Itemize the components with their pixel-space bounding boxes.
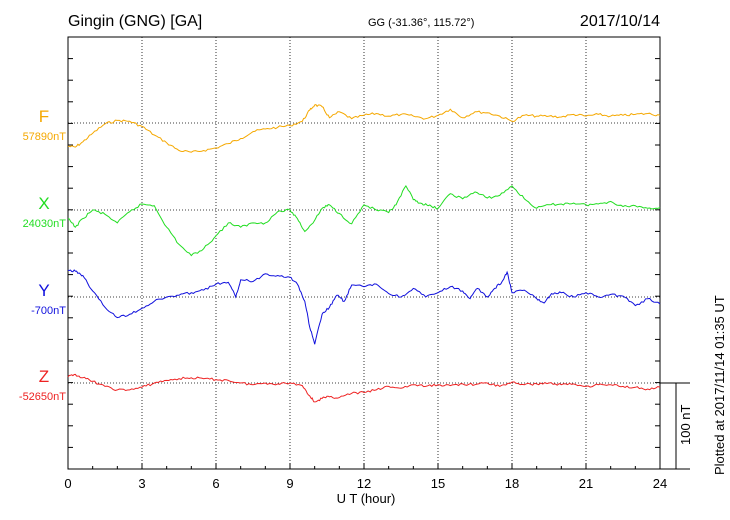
scale-bar: 100 nT [660,382,693,470]
x-tick-label: 3 [138,476,145,491]
grid-lines [68,37,660,469]
series-line-f [67,104,661,153]
axis-ticks: 0 3 6 9 12 15 18 21 24 [64,58,667,491]
series-baseline-x: 24030nT [23,218,67,230]
x-tick-label: 15 [431,476,445,491]
x-tick-label: 24 [653,476,667,491]
x-tick-label: 21 [579,476,593,491]
series-line-x [67,184,661,257]
station-title: Gingin (GNG) [GA] [68,13,202,30]
series-baseline-y: -700nT [31,305,66,317]
series-baseline-f: 57890nT [23,131,67,143]
scale-bar-label: 100 nT [678,404,693,445]
series-name-z: Z [39,367,49,386]
series-name-x: X [38,194,49,213]
station-coords: GG (-31.36°, 115.72°) [368,17,474,29]
series-baseline-z: -52650nT [19,391,66,403]
chart-date: 2017/10/14 [580,13,660,30]
plotted-timestamp: Plotted at 2017/11/14 01:35 UT [712,295,727,475]
series-labels: F 57890nT X 24030nT Y -700nT Z -52650nT [19,107,66,403]
series-line-y [67,269,661,345]
x-tick-label: 18 [505,476,519,491]
x-tick-label: 0 [64,476,71,491]
x-axis-label: U T (hour) [337,491,396,506]
x-tick-label: 9 [286,476,293,491]
x-tick-label: 12 [357,476,371,491]
x-tick-label: 6 [212,476,219,491]
series-name-y: Y [38,281,49,300]
series-name-f: F [39,107,49,126]
series-group [67,104,661,403]
series-line-z [67,373,661,403]
